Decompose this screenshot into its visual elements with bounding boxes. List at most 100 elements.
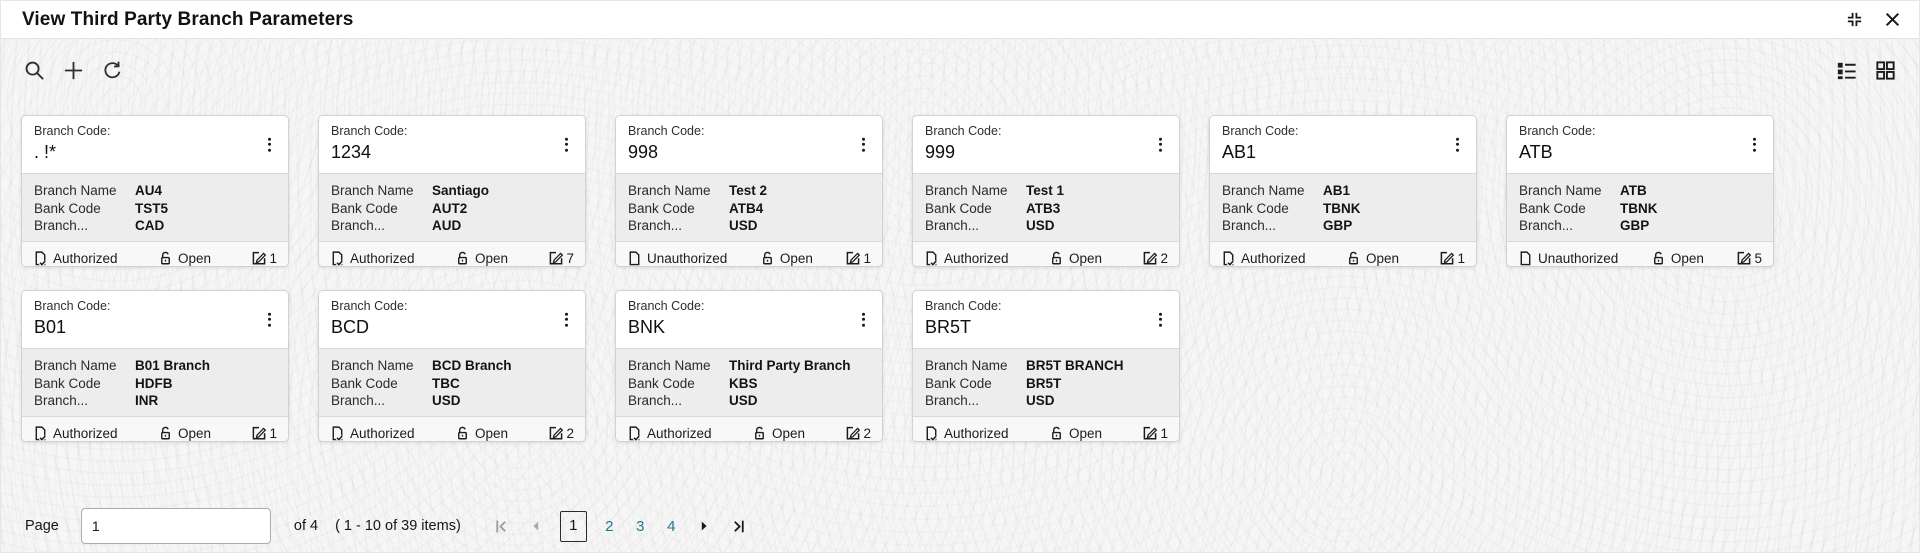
branch-name-value: Third Party Branch	[729, 358, 851, 373]
page-number-4[interactable]: 4	[667, 517, 676, 535]
lock-label: Open	[475, 250, 509, 266]
authorized-icon	[330, 250, 345, 266]
branch-code-label: Branch Code:	[331, 299, 408, 313]
lock-label: Open	[1670, 250, 1704, 266]
kebab-menu-icon[interactable]	[557, 131, 576, 158]
edit-icon	[1439, 250, 1455, 266]
card-footer: Authorized Open	[913, 240, 1179, 266]
branch-name-label: Branch Name	[1222, 183, 1305, 198]
authorized-icon	[924, 250, 939, 266]
branch-code-value: BR5T	[925, 317, 972, 337]
grid-view-icon[interactable]	[1872, 57, 1899, 84]
page-number-1[interactable]: 1	[559, 510, 587, 542]
lock-label: Open	[178, 425, 212, 441]
bank-code-value: TBNK	[1620, 200, 1658, 216]
open-lock-icon	[760, 251, 775, 266]
status-label: Authorized	[350, 425, 415, 441]
branch-currency-value: USD	[729, 218, 758, 233]
bank-code-value: BR5T	[1026, 375, 1062, 391]
kebab-menu-icon[interactable]	[854, 306, 873, 333]
edit-history: 1	[1142, 425, 1168, 441]
branch-card[interactable]: Branch Code: 1234 Branch Name Santiago B…	[318, 115, 586, 267]
edit-icon	[251, 425, 267, 441]
card-header: Branch Code: . !*	[22, 116, 288, 173]
branch-card[interactable]: Branch Code: . !* Branch Name AU4 Bank C…	[21, 115, 289, 267]
branch-card[interactable]: Branch Code: B01 Branch Name B01 Branch …	[21, 290, 289, 442]
branch-card[interactable]: Branch Code: BR5T Branch Name BR5T BRANC…	[912, 290, 1180, 442]
close-icon[interactable]	[1882, 9, 1903, 30]
card-body: Branch Name BCD Branch Bank Code TBC Bra…	[319, 348, 585, 416]
branch-card[interactable]: Branch Code: ATB Branch Name ATB Bank Co…	[1506, 115, 1774, 267]
card-header: Branch Code: BR5T	[913, 291, 1179, 348]
kebab-menu-icon[interactable]	[854, 131, 873, 158]
card-header: Branch Code: BNK	[616, 291, 882, 348]
search-icon[interactable]	[21, 57, 48, 84]
branch-code-label: Branch Code:	[925, 124, 1002, 138]
open-lock-icon	[455, 426, 470, 441]
branch-name-label: Branch Name	[331, 358, 414, 373]
edit-history: 1	[845, 250, 871, 266]
page-number-3[interactable]: 3	[636, 517, 645, 535]
kebab-menu-icon[interactable]	[1151, 131, 1170, 158]
authorization-status: Authorized	[924, 426, 1009, 441]
record-lock-status: Open	[760, 251, 813, 266]
lock-label: Open	[1366, 250, 1400, 266]
bank-code-value: ATB3	[1026, 200, 1061, 216]
kebab-menu-icon[interactable]	[1745, 131, 1764, 158]
authorized-icon	[924, 425, 939, 441]
edit-icon	[845, 250, 861, 266]
bank-code-label: Bank Code	[34, 375, 101, 391]
status-label: Authorized	[53, 250, 118, 266]
kebab-menu-icon[interactable]	[260, 131, 279, 158]
bank-code-label: Bank Code	[628, 200, 695, 216]
lock-label: Open	[779, 250, 813, 266]
kebab-menu-icon[interactable]	[557, 306, 576, 333]
page-number-2[interactable]: 2	[605, 517, 614, 535]
refresh-icon[interactable]	[99, 57, 126, 84]
record-lock-status: Open	[455, 426, 508, 441]
branch-code-value: 999	[925, 142, 956, 162]
branch-currency-label: Branch...	[925, 393, 980, 408]
branch-code-label: Branch Code:	[1519, 124, 1596, 138]
branch-card[interactable]: Branch Code: AB1 Branch Name AB1 Bank Co…	[1209, 115, 1477, 267]
add-icon[interactable]	[60, 57, 87, 84]
kebab-menu-icon[interactable]	[260, 306, 279, 333]
card-header: Branch Code: 999	[913, 116, 1179, 173]
pagination-bar: Page of 4 ( 1 - 10 of 39 items) 12 3 4	[25, 506, 749, 546]
branch-currency-label: Branch...	[331, 218, 386, 233]
branch-name-label: Branch Name	[628, 183, 711, 198]
branch-name-label: Branch Name	[1519, 183, 1602, 198]
branch-name-value: Test 1	[1026, 183, 1065, 198]
edit-history: 7	[548, 250, 574, 266]
kebab-menu-icon[interactable]	[1448, 131, 1467, 158]
last-page-icon[interactable]	[728, 516, 749, 537]
authorization-status: Authorized	[33, 426, 118, 441]
card-footer: Unauthorized Open	[616, 240, 882, 266]
list-view-icon[interactable]	[1833, 57, 1860, 84]
branch-code-label: Branch Code:	[628, 124, 705, 138]
previous-page-icon[interactable]	[527, 517, 545, 535]
open-lock-icon	[752, 426, 767, 441]
branch-currency-value: USD	[1026, 393, 1055, 408]
branch-card[interactable]: Branch Code: 999 Branch Name Test 1 Bank…	[912, 115, 1180, 267]
edit-count: 1	[863, 250, 871, 266]
branch-currency-value: USD	[1026, 218, 1055, 233]
branch-card[interactable]: Branch Code: 998 Branch Name Test 2 Bank…	[615, 115, 883, 267]
toolbar-right	[1833, 57, 1899, 84]
page-title: View Third Party Branch Parameters	[22, 8, 354, 30]
next-page-icon[interactable]	[695, 517, 713, 535]
record-lock-status: Open	[1651, 251, 1704, 266]
branch-card[interactable]: Branch Code: BCD Branch Name BCD Branch …	[318, 290, 586, 442]
branch-card[interactable]: Branch Code: BNK Branch Name Third Party…	[615, 290, 883, 442]
branch-currency-label: Branch...	[1519, 218, 1574, 233]
first-page-icon[interactable]	[491, 516, 512, 537]
kebab-menu-icon[interactable]	[1151, 306, 1170, 333]
page-number-input[interactable]	[80, 508, 271, 544]
card-header: Branch Code: 1234	[319, 116, 585, 173]
items-range-label: ( 1 - 10 of 39 items)	[335, 518, 461, 534]
branch-currency-value: AUD	[432, 218, 462, 233]
edit-history: 2	[1142, 250, 1168, 266]
collapse-icon[interactable]	[1843, 8, 1866, 31]
